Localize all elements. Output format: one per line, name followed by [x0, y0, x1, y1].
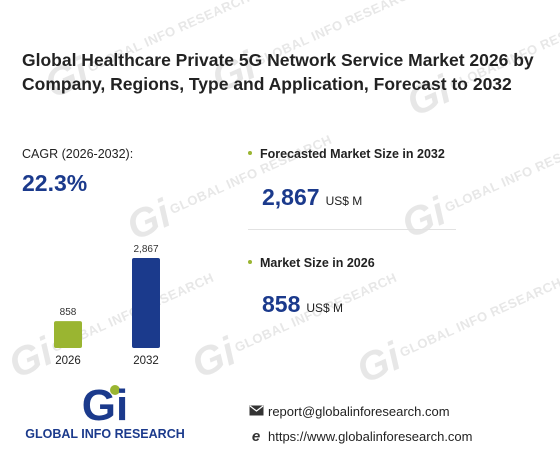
divider [248, 229, 456, 230]
market-size-bar-chart: 858 2026 2,867 2032 [54, 244, 160, 367]
bar-value-label: 858 [60, 307, 77, 318]
bullet-icon [248, 150, 252, 155]
contact-email[interactable]: report@globalinforesearch.com [248, 404, 450, 419]
market-size-value: 858 US$ M [262, 291, 344, 317]
cagr-value: 22.3% [22, 170, 88, 196]
browser-e-icon: e [251, 428, 261, 445]
envelope-icon [248, 404, 264, 419]
email-link[interactable]: report@globalinforesearch.com [268, 404, 450, 419]
website-link[interactable]: https://www.globalinforesearch.com [268, 429, 473, 444]
bullet-icon [248, 259, 252, 264]
svg-text:GLOBAL INFO RESEARCH: GLOBAL INFO RESEARCH [25, 427, 185, 441]
bar-category-label: 2032 [133, 355, 159, 367]
forecast-unit: US$ M [325, 194, 363, 208]
forecast-value: 2,867 US$ M [262, 184, 363, 210]
bar-value-label: 2,867 [133, 244, 158, 255]
bar-2026 [54, 321, 82, 348]
logo: Gi GLOBAL INFO RESEARCH [20, 380, 190, 442]
watermark: GiGLOBAL INFO RESEARCH [350, 274, 560, 393]
page-title: Global Healthcare Private 5G Network Ser… [22, 50, 534, 94]
bar-category-label: 2026 [55, 355, 81, 367]
svg-text:Gi: Gi [82, 381, 128, 430]
watermark: GiGLOBAL INFO RESEARCH [185, 269, 400, 388]
bar-2032 [132, 258, 160, 348]
cagr-label: CAGR (2026-2032): [22, 147, 134, 161]
forecast-label: Forecasted Market Size in 2032 [248, 147, 445, 161]
market-size-label: Market Size in 2026 [248, 256, 375, 270]
gi-logo-icon: Gi GLOBAL INFO RESEARCH [25, 381, 185, 441]
market-size-unit: US$ M [306, 301, 344, 315]
contact-website[interactable]: e https://www.globalinforesearch.com [248, 428, 473, 445]
